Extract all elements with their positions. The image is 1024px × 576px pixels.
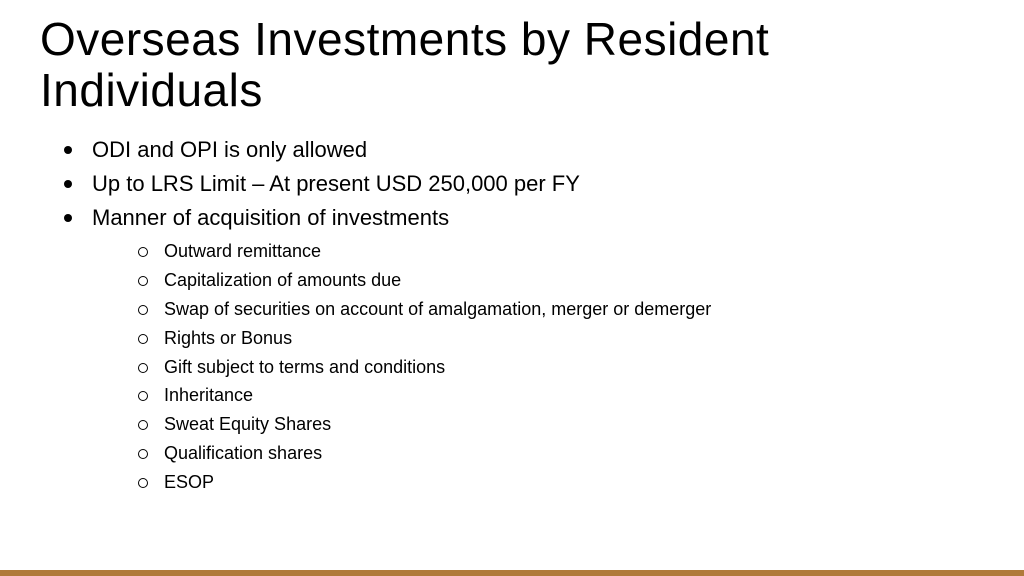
sub-bullet-list: Outward remittance Capitalization of amo…: [92, 237, 984, 496]
list-item: Rights or Bonus: [138, 324, 984, 353]
list-item: Sweat Equity Shares: [138, 410, 984, 439]
list-item: Gift subject to terms and conditions: [138, 353, 984, 382]
list-item: ODI and OPI is only allowed: [64, 133, 984, 167]
list-item: Up to LRS Limit – At present USD 250,000…: [64, 167, 984, 201]
list-item: Qualification shares: [138, 439, 984, 468]
page-title: Overseas Investments by Resident Individ…: [40, 14, 984, 115]
bullet-list: ODI and OPI is only allowed Up to LRS Li…: [40, 133, 984, 496]
slide: Overseas Investments by Resident Individ…: [0, 0, 1024, 576]
list-item: Outward remittance: [138, 237, 984, 266]
list-item: Manner of acquisition of investments Out…: [64, 201, 984, 496]
list-item-label: Manner of acquisition of investments: [92, 205, 449, 230]
list-item: Inheritance: [138, 381, 984, 410]
list-item: Swap of securities on account of amalgam…: [138, 295, 984, 324]
accent-bar: [0, 570, 1024, 576]
list-item: ESOP: [138, 468, 984, 497]
list-item: Capitalization of amounts due: [138, 266, 984, 295]
